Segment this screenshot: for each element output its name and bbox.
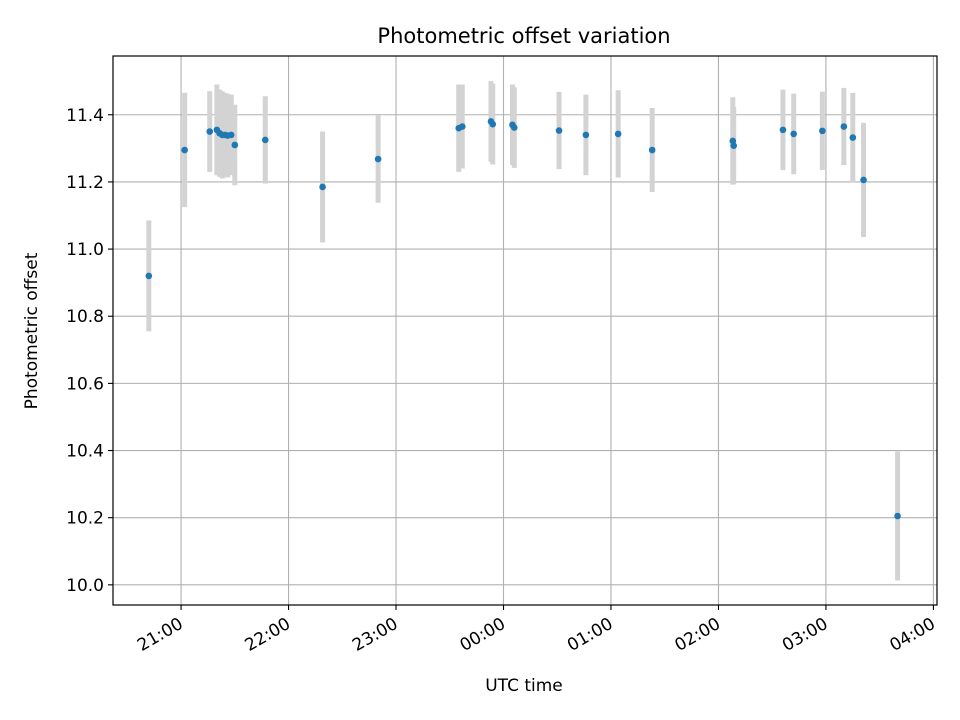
data-point — [145, 272, 153, 280]
y-tick-label: 11.4 — [66, 106, 104, 126]
x-tick-label: 00:00 — [457, 614, 509, 656]
data-point — [790, 130, 797, 138]
data-point — [582, 131, 590, 139]
y-tick-label: 10.6 — [66, 374, 104, 394]
data-point — [231, 141, 239, 149]
data-point — [206, 128, 214, 135]
y-tick-label: 11.0 — [66, 240, 104, 260]
x-tick-label: 23:00 — [349, 614, 401, 656]
data-point — [489, 120, 497, 128]
y-tick-label: 10.0 — [66, 576, 104, 596]
data-point — [555, 127, 563, 134]
chart-title: Photometric offset variation — [377, 24, 670, 48]
data-point — [779, 126, 787, 134]
data-point — [181, 146, 188, 154]
x-tick-label: 21:00 — [134, 614, 186, 656]
data-point — [227, 131, 235, 139]
data-point — [261, 136, 269, 144]
x-tick-label: 04:00 — [886, 614, 938, 656]
x-axis-label: UTC time — [485, 676, 563, 696]
data-point — [730, 142, 737, 149]
y-tick-label: 11.2 — [66, 173, 104, 193]
x-tick-label: 01:00 — [564, 614, 616, 656]
data-point — [319, 183, 326, 191]
data-point — [614, 130, 622, 138]
y-tick-label: 10.2 — [66, 509, 104, 529]
y-axis-label: Photometric offset — [22, 252, 42, 409]
data-point — [648, 146, 656, 154]
data-point — [849, 134, 857, 141]
data-point — [374, 155, 382, 163]
data-point — [510, 124, 518, 131]
plot-frame — [112, 55, 938, 606]
data-point — [860, 176, 867, 184]
x-tick-label: 03:00 — [779, 614, 831, 656]
y-tick-label: 10.4 — [66, 442, 104, 462]
data-point — [840, 123, 848, 130]
x-tick-label: 22:00 — [242, 614, 294, 656]
data-point — [819, 127, 826, 135]
data-point — [894, 512, 901, 520]
y-tick-label: 10.8 — [66, 307, 104, 327]
data-point — [459, 123, 466, 130]
x-tick-label: 02:00 — [672, 614, 724, 656]
